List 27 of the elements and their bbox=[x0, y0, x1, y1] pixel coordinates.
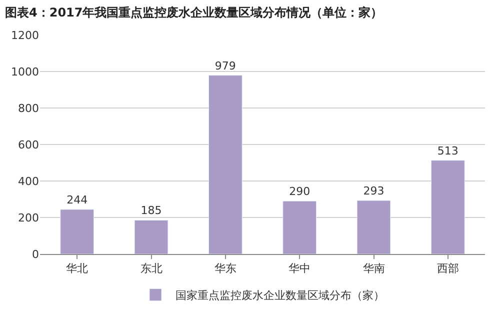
x-tick-label: 华东 bbox=[214, 262, 236, 276]
bar bbox=[208, 75, 242, 254]
bar bbox=[282, 200, 317, 254]
x-tick-label: 西部 bbox=[436, 262, 459, 276]
bar bbox=[60, 209, 94, 254]
bar bbox=[134, 220, 168, 254]
y-tick-label: 0 bbox=[32, 248, 39, 261]
y-tick-label: 1000 bbox=[11, 65, 39, 78]
chart-title: 图表4：2017年我国重点监控废水企业数量区域分布情况（单位：家） bbox=[5, 5, 383, 20]
data-label: 244 bbox=[66, 193, 88, 206]
x-tick-label: 华北 bbox=[66, 262, 88, 276]
y-tick-label: 1200 bbox=[11, 28, 39, 42]
bar bbox=[430, 160, 465, 254]
y-tick-label: 600 bbox=[18, 138, 39, 152]
data-label: 513 bbox=[437, 144, 458, 158]
y-tick-label: 200 bbox=[18, 211, 39, 224]
x-tick-label: 东北 bbox=[140, 262, 162, 276]
data-label: 979 bbox=[214, 59, 236, 72]
legend-label: 国家重点监控废水企业数量区域分布（家） bbox=[176, 289, 384, 302]
x-tick-label: 华南 bbox=[362, 262, 385, 276]
data-label: 290 bbox=[289, 185, 310, 198]
bar bbox=[356, 200, 391, 254]
data-label: 293 bbox=[363, 184, 384, 198]
data-label: 185 bbox=[140, 204, 162, 218]
y-tick-label: 400 bbox=[18, 174, 39, 188]
x-tick-label: 华中 bbox=[288, 262, 311, 276]
y-tick-label: 800 bbox=[18, 102, 39, 115]
